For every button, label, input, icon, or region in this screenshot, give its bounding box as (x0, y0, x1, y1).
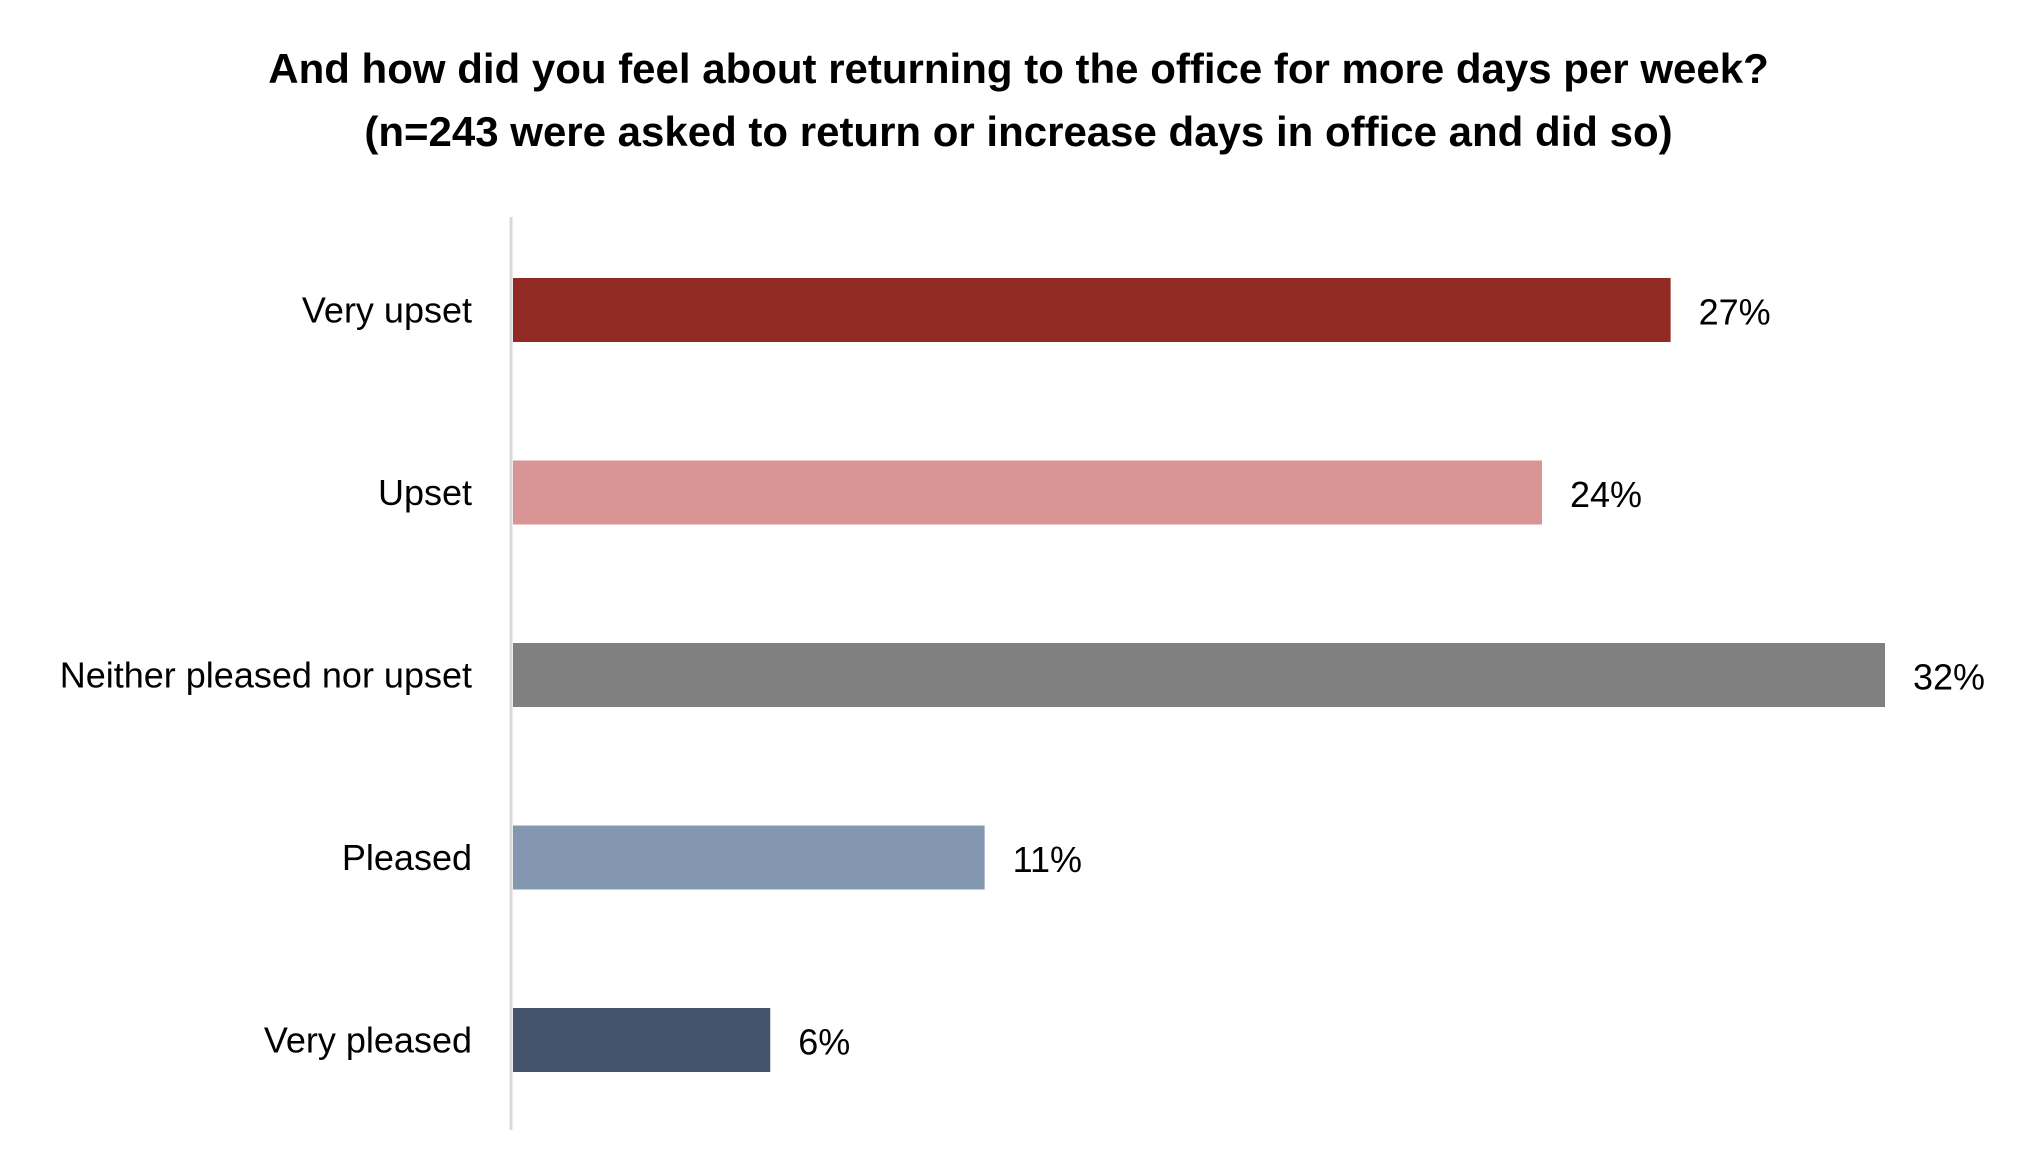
category-label-0: Very upset (302, 290, 472, 331)
value-label-4: 6% (798, 1022, 850, 1063)
category-label-1: Upset (378, 472, 472, 513)
chart-title-line-2: (n=243 were asked to return or increase … (364, 108, 1673, 155)
value-label-2: 32% (1913, 657, 1985, 698)
chart-title-line-1: And how did you feel about returning to … (268, 45, 1769, 92)
category-labels-group: Very upset Upset Neither pleased nor upset… (60, 290, 472, 1061)
value-labels-group: 27% 24% 32% 11% 6% (798, 292, 1985, 1063)
value-label-3: 11% (1013, 839, 1082, 880)
bar-2 (513, 643, 1885, 707)
category-label-3: Pleased (342, 837, 472, 878)
value-label-1: 24% (1570, 474, 1642, 515)
bars-group (513, 278, 1885, 1072)
bar-0 (513, 278, 1671, 342)
value-label-0: 27% (1699, 292, 1771, 333)
bar-4 (513, 1008, 771, 1072)
bar-3 (513, 825, 985, 890)
bar-1 (513, 460, 1542, 525)
category-label-4: Very pleased (264, 1020, 472, 1061)
category-label-2: Neither pleased nor upset (60, 655, 472, 696)
